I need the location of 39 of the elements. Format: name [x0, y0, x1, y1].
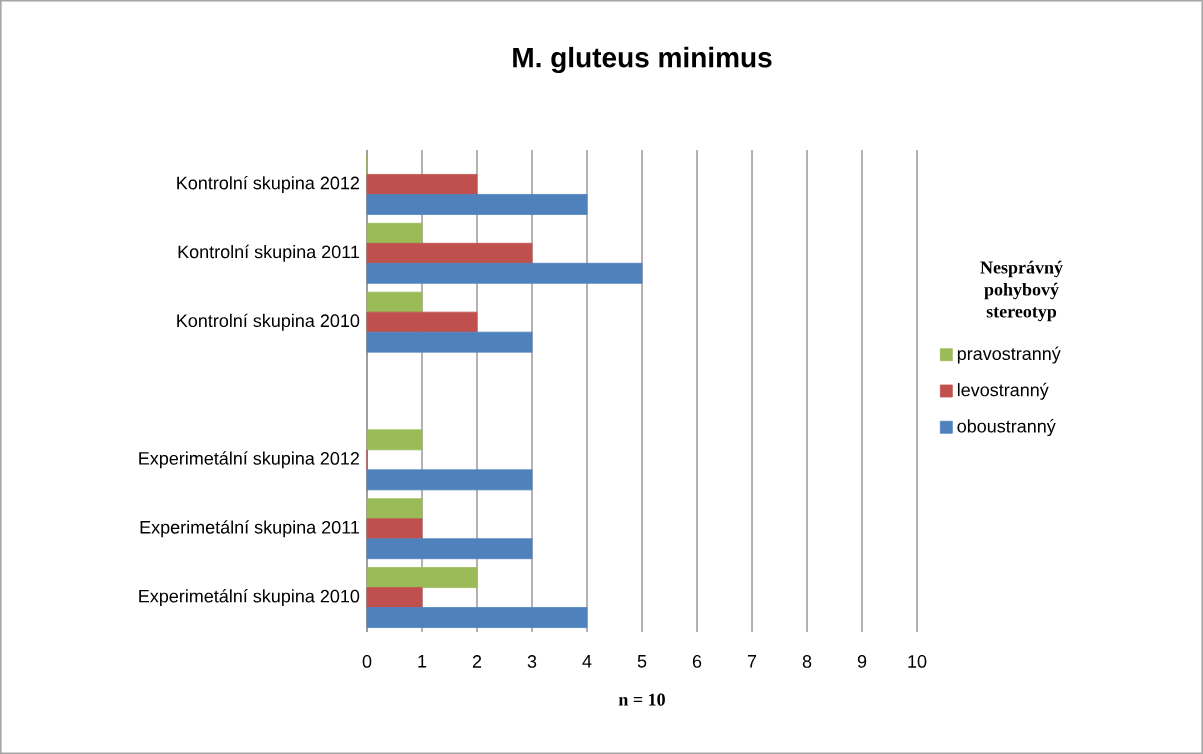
- bar: [366, 587, 423, 608]
- y-tick-label: Experimetální skupina 2011: [140, 520, 360, 538]
- bar: [366, 607, 588, 628]
- y-tick-label: Experimetální skupina 2010: [139, 589, 360, 607]
- x-tick-label: 5: [637, 655, 647, 668]
- bar: [366, 311, 478, 333]
- bar: [366, 194, 588, 215]
- bar: [366, 429, 423, 451]
- legend-label: oboustranný: [957, 419, 1056, 437]
- bar: [366, 262, 643, 284]
- x-tick-label: 8: [802, 655, 812, 668]
- bar: [366, 174, 478, 195]
- x-axis-title: n = 10: [618, 693, 665, 706]
- bar: [366, 567, 478, 588]
- bar: [366, 469, 533, 491]
- legend-title: Nesprávný pohybový stereotyp: [980, 260, 1063, 322]
- x-tick-label: 1: [418, 655, 427, 668]
- y-tick-label: Kontrolní skupina 2011: [178, 244, 360, 262]
- x-tick-label: 10: [908, 655, 927, 668]
- x-tick-label: 4: [582, 655, 592, 668]
- x-tick-label: 0: [362, 655, 372, 668]
- x-tick-label: 9: [857, 655, 867, 668]
- x-tick-label: 7: [747, 655, 757, 668]
- legend-label: levostranný: [957, 382, 1049, 400]
- y-tick-label: Kontrolní skupina 2010: [177, 313, 360, 331]
- bar: [366, 291, 423, 313]
- y-tick-label: Experimetální skupina 2012: [139, 451, 359, 469]
- bar: [366, 498, 423, 520]
- x-tick-label: 3: [527, 655, 537, 668]
- bar: [366, 331, 533, 353]
- legend-label: pravostranný: [957, 346, 1061, 364]
- x-tick-label: 6: [692, 655, 702, 668]
- bar: [366, 518, 423, 540]
- x-tick-label: 2: [472, 655, 482, 668]
- bar: [366, 538, 533, 560]
- chart-title: M. gluteus minimus: [513, 46, 772, 74]
- y-tick-label: Kontrolní skupina 2012: [177, 175, 359, 193]
- bar: [366, 222, 423, 244]
- bar: [366, 242, 533, 264]
